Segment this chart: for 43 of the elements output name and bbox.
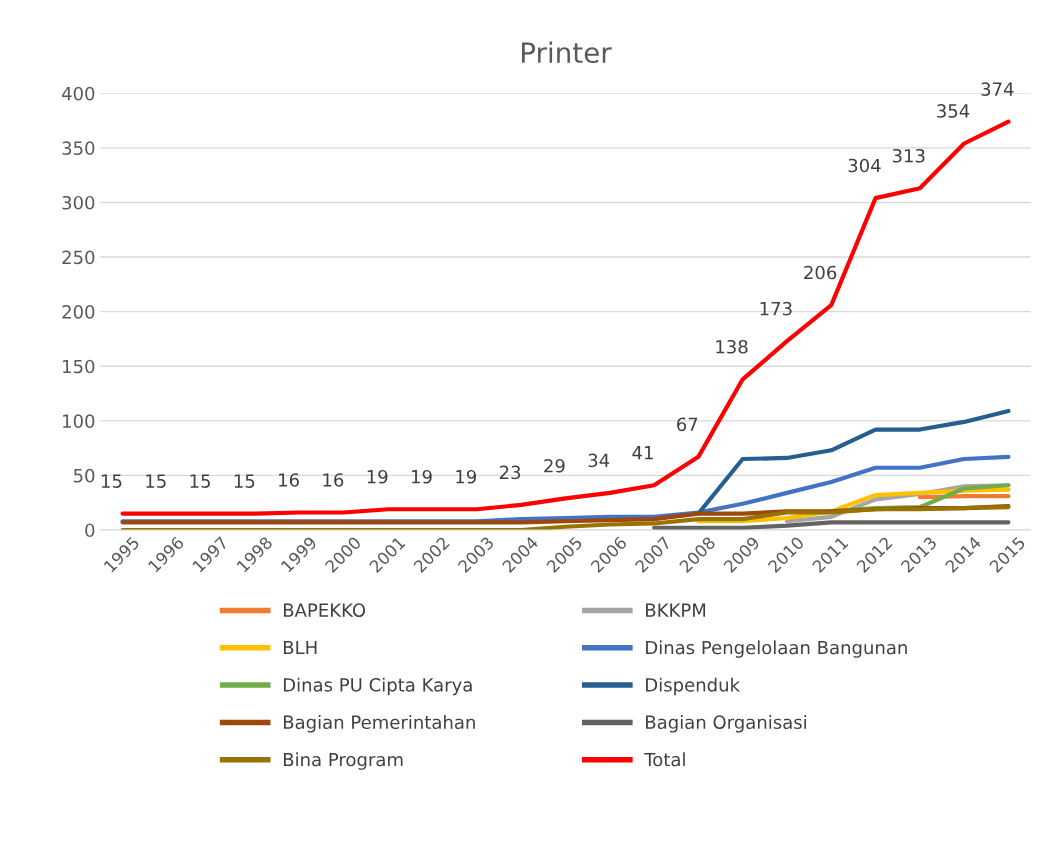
line-series [120, 119, 1011, 516]
data-label: 19 [456, 469, 477, 484]
legend-label: Dinas PU Cipta Karya [283, 677, 472, 696]
line-series [120, 504, 1011, 530]
legend-label: Bagian Pemerintahan [283, 715, 475, 733]
data-label: 23 [499, 465, 521, 480]
data-label: 173 [760, 301, 792, 316]
data-label: 15 [101, 474, 122, 488]
data-label: 16 [323, 473, 344, 487]
data-label: 67 [677, 417, 698, 432]
data-label: 313 [892, 148, 925, 163]
data-label: 15 [146, 474, 166, 488]
y-tick-label: 250 [62, 250, 95, 265]
data-label: 34 [588, 453, 610, 468]
y-tick-label: 400 [61, 86, 95, 101]
y-tick-label: 150 [63, 359, 95, 374]
chart-title: Printer [522, 41, 612, 64]
data-label: 304 [848, 158, 881, 173]
y-tick-label: 100 [63, 414, 95, 428]
legend-label: Dispenduk [646, 677, 740, 696]
legend-label: Total [644, 752, 685, 767]
y-tick-label: 200 [62, 305, 95, 319]
legend-label: BKKPM [646, 603, 706, 617]
data-label: 29 [544, 458, 565, 473]
data-label: 15 [190, 474, 210, 488]
data-label: 15 [234, 474, 255, 488]
data-label: 206 [804, 265, 837, 280]
data-label: 41 [632, 446, 653, 460]
y-tick-label: 50 [73, 468, 95, 483]
y-tick-label: 350 [62, 141, 95, 155]
data-label: 19 [412, 469, 432, 484]
legend-label: BLH [283, 640, 317, 655]
legend-label: Dinas Pengelolaan Bangunan [646, 640, 907, 658]
data-label: 16 [279, 473, 299, 487]
y-tick-label: 0 [85, 523, 95, 538]
data-label: 354 [937, 104, 970, 118]
legend-label: BAPEKKO [283, 603, 366, 617]
legend-label: Bina Program [283, 752, 403, 770]
data-label: 374 [981, 82, 1014, 96]
legend-label: Bagian Organisasi [646, 715, 806, 733]
data-label: 19 [367, 469, 388, 484]
y-tick-label: 300 [62, 195, 95, 210]
data-label: 138 [716, 339, 748, 354]
